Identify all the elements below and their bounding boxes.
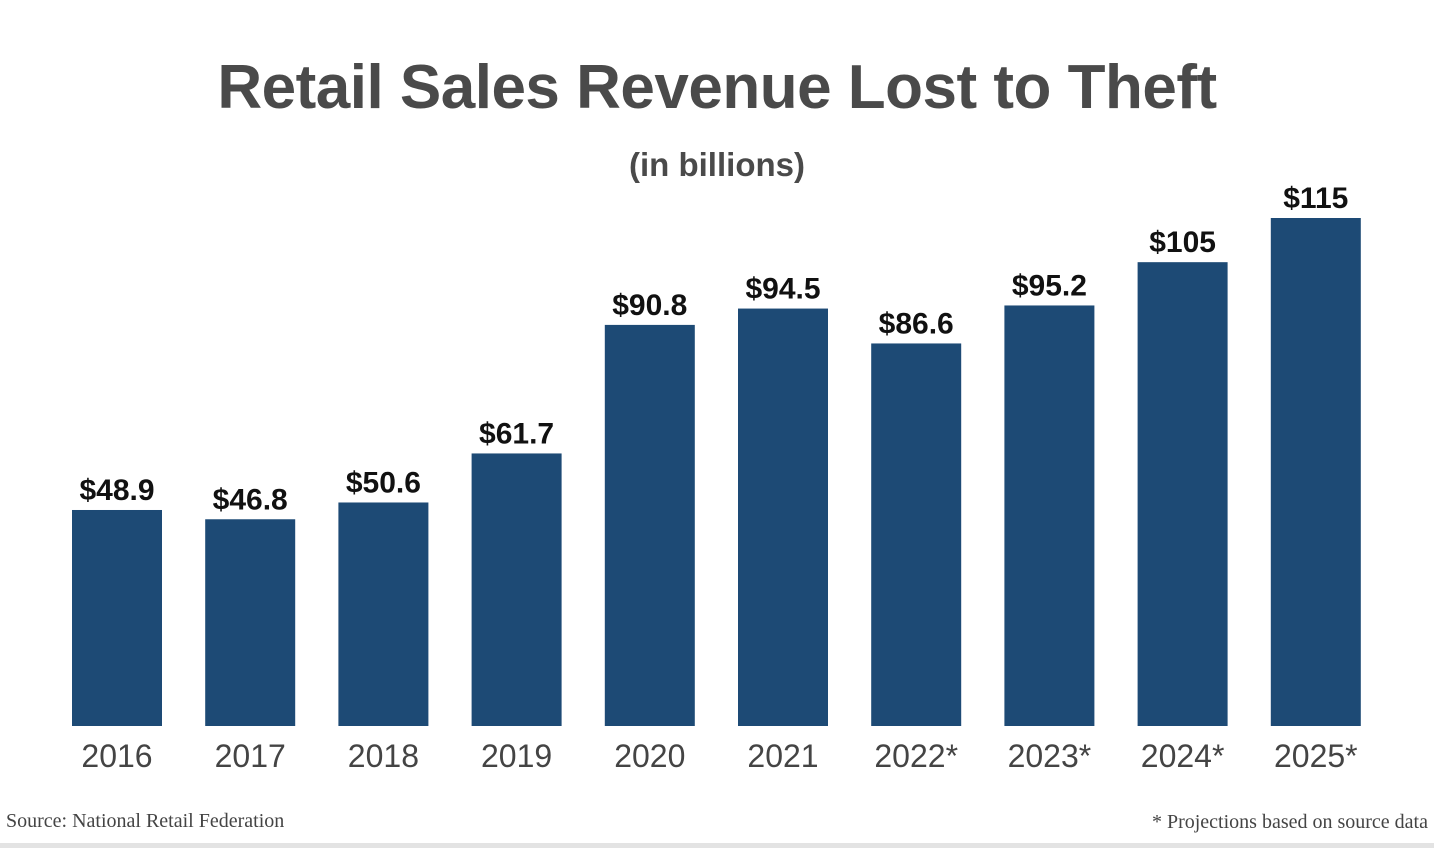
x-tick-label: 2018 — [348, 738, 419, 774]
x-tick-label: 2025* — [1274, 738, 1358, 774]
data-label: $61.7 — [479, 417, 554, 450]
data-label: $95.2 — [1012, 269, 1087, 302]
x-tick-label: 2019 — [481, 738, 552, 774]
data-label: $105 — [1149, 226, 1216, 259]
bar-2023 — [1004, 305, 1095, 726]
x-tick-label: 2020 — [614, 738, 685, 774]
bar-2021 — [738, 308, 828, 726]
bar-2018 — [338, 502, 429, 726]
bottom-border — [0, 843, 1434, 848]
data-label: $94.5 — [745, 273, 820, 306]
x-tick-label: 2016 — [81, 738, 152, 774]
bar-2019 — [471, 453, 562, 726]
bar-2016 — [72, 509, 162, 726]
chart-subtitle: (in billions) — [629, 146, 805, 183]
x-tick-label: 2022* — [874, 738, 958, 774]
x-tick-label: 2021 — [747, 738, 818, 774]
bar-2020 — [604, 324, 695, 726]
data-label: $50.6 — [346, 466, 421, 499]
source-note: Source: National Retail Federation — [6, 810, 285, 832]
bar-2017 — [205, 519, 296, 726]
data-label: $86.6 — [879, 307, 954, 340]
x-tick-label: 2017 — [215, 738, 286, 774]
bar-2025 — [1270, 218, 1361, 726]
chart-title: Retail Sales Revenue Lost to Theft — [217, 53, 1217, 122]
projection-footnote: * Projections based on source data — [1151, 811, 1428, 833]
data-label: $48.9 — [79, 474, 154, 507]
x-tick-label: 2024* — [1141, 738, 1225, 774]
bar-2022 — [871, 343, 962, 726]
data-label: $90.8 — [612, 289, 687, 322]
bar-2024 — [1137, 262, 1228, 726]
data-label: $115 — [1283, 182, 1348, 215]
x-tick-label: 2023* — [1008, 738, 1092, 774]
data-label: $46.8 — [213, 483, 288, 516]
